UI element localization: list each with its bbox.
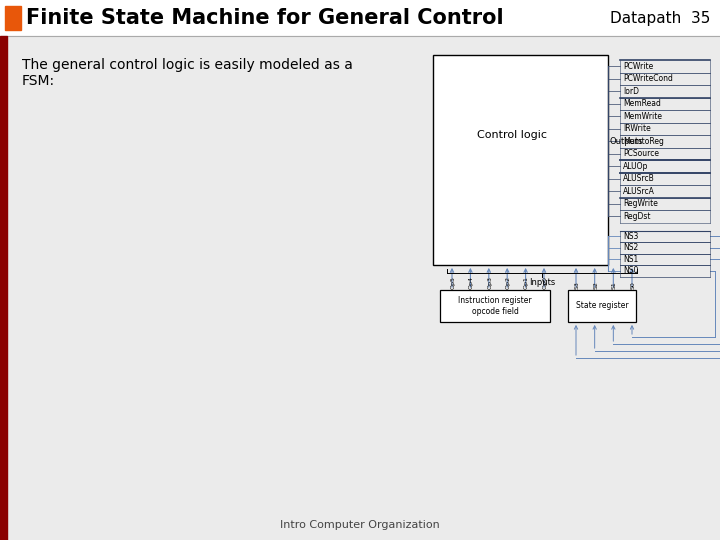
Text: Outputs: Outputs: [610, 137, 644, 146]
Text: State register: State register: [576, 301, 629, 310]
Text: S0: S0: [631, 281, 636, 289]
Text: Datapath  35: Datapath 35: [610, 10, 710, 25]
Text: Op5: Op5: [451, 276, 456, 289]
Text: Finite State Machine for General Control: Finite State Machine for General Control: [26, 8, 503, 28]
Text: Inputs: Inputs: [529, 278, 555, 287]
Text: Op4: Op4: [469, 276, 474, 289]
Text: Op2: Op2: [505, 276, 510, 289]
Bar: [433, 55, 608, 265]
Text: S1: S1: [612, 281, 617, 289]
Text: RegWrite: RegWrite: [623, 199, 658, 208]
Bar: [5, 6, 21, 30]
Text: MemRead: MemRead: [623, 99, 661, 108]
Bar: [568, 290, 636, 322]
Text: S2: S2: [593, 281, 598, 289]
Bar: [440, 290, 550, 322]
Text: Intro Computer Organization: Intro Computer Organization: [280, 520, 440, 530]
Text: IRWrite: IRWrite: [623, 124, 651, 133]
Text: Instruction register
opcode field: Instruction register opcode field: [458, 296, 532, 316]
Text: RegDst: RegDst: [623, 212, 650, 221]
Text: Op1: Op1: [524, 276, 529, 289]
Text: Op3: Op3: [487, 276, 492, 289]
Text: MemtoReg: MemtoReg: [623, 137, 664, 146]
Text: MemWrite: MemWrite: [623, 112, 662, 121]
Text: Op0: Op0: [542, 276, 547, 289]
Bar: [0, 36, 7, 540]
Text: ALUSrcB: ALUSrcB: [623, 174, 654, 183]
Text: ALUSrcA: ALUSrcA: [623, 187, 655, 195]
Text: NS1: NS1: [623, 255, 638, 264]
Text: NS2: NS2: [623, 243, 638, 252]
Text: IorD: IorD: [623, 87, 639, 96]
Text: PCWriteCond: PCWriteCond: [623, 74, 673, 83]
Text: NS3: NS3: [623, 232, 639, 241]
Bar: [0, 0, 720, 36]
Text: PCSource: PCSource: [623, 149, 659, 158]
Text: Control logic: Control logic: [477, 130, 546, 140]
Text: NS0: NS0: [623, 266, 639, 275]
Text: S3: S3: [575, 281, 580, 289]
Text: ALUOp: ALUOp: [623, 162, 649, 171]
Text: The general control logic is easily modeled as a
FSM:: The general control logic is easily mode…: [22, 58, 353, 88]
Text: PCWrite: PCWrite: [623, 62, 653, 71]
